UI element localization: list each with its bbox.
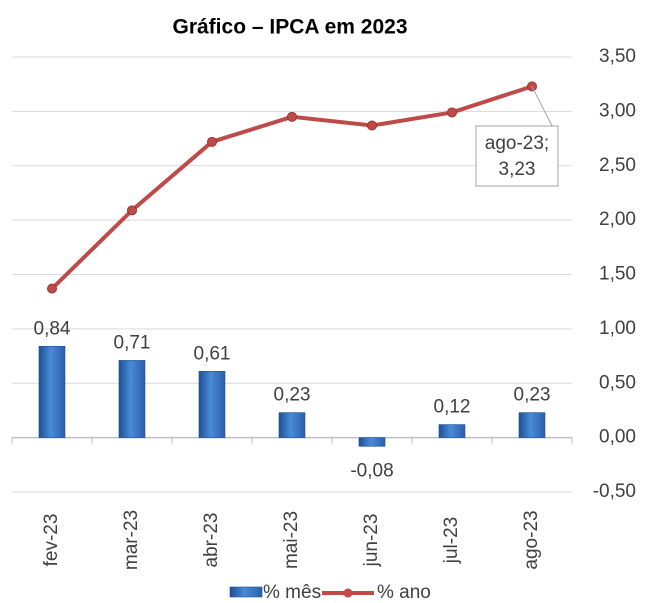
bar — [38, 345, 66, 438]
marker — [207, 136, 217, 147]
y-tick-label: 2,50 — [599, 155, 636, 176]
callout-leader — [531, 86, 553, 127]
legend-marker — [343, 588, 353, 598]
x-tick-label: jul-23 — [441, 517, 462, 564]
chart-title: Gráfico – IPCA em 2023 — [173, 16, 408, 39]
x-tick-label: abr-23 — [201, 513, 222, 568]
marker — [47, 283, 57, 294]
legend-swatch — [229, 586, 263, 598]
bar — [358, 437, 386, 447]
legend-label: % ano — [377, 582, 431, 603]
marker — [127, 205, 137, 216]
y-tick-label: 1,00 — [599, 318, 636, 339]
y-tick-label: -0,50 — [593, 481, 636, 502]
x-tick-label: mar-23 — [121, 510, 142, 570]
data-label: 0,23 — [514, 385, 551, 406]
data-label: 0,71 — [114, 332, 151, 353]
y-tick-label: 1,50 — [599, 264, 636, 285]
bar — [278, 412, 306, 438]
y-tick-label: 0,50 — [599, 372, 636, 393]
bar — [118, 360, 146, 438]
annotation: 3,23 — [499, 159, 536, 180]
bar — [438, 424, 466, 438]
y-tick-label: 2,00 — [599, 209, 636, 230]
x-tick-label: jun-23 — [361, 514, 382, 568]
x-tick-label: mai-23 — [281, 511, 302, 569]
y-tick-label: 3,50 — [599, 46, 636, 67]
marker — [367, 120, 377, 131]
x-tick-label: ago-23 — [521, 510, 542, 569]
callout-box — [475, 125, 559, 187]
marker — [447, 107, 457, 118]
y-tick-label: 0,00 — [599, 427, 636, 448]
annotation: ago-23; — [485, 133, 549, 154]
data-label: 0,23 — [274, 385, 311, 406]
x-tick-label: fev-23 — [41, 514, 62, 567]
bar — [198, 370, 226, 438]
legend-label: % mês — [263, 582, 321, 603]
bar — [518, 412, 546, 438]
marker — [287, 111, 297, 122]
data-label: -0,08 — [350, 460, 393, 481]
y-tick-label: 3,00 — [599, 100, 636, 121]
data-label: 0,12 — [434, 397, 471, 418]
data-label: 0,84 — [34, 318, 71, 339]
data-label: 0,61 — [194, 343, 231, 364]
